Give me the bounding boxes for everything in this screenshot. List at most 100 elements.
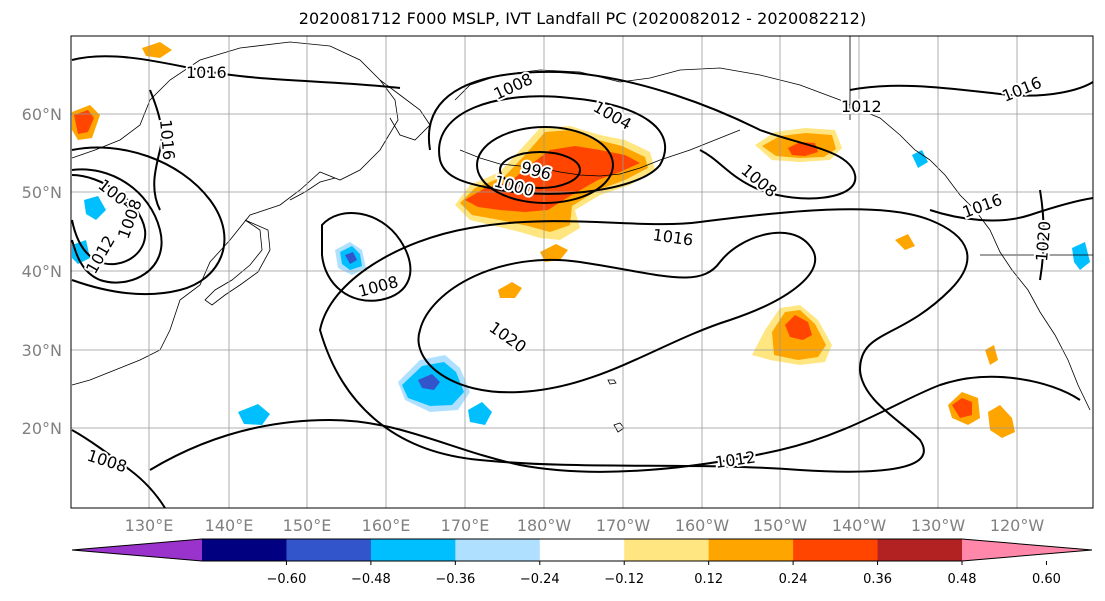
isobar-label-1016-mid: 1016 bbox=[651, 225, 694, 249]
lon-label-150w: 150°W bbox=[753, 516, 808, 535]
colorbar: −0.60 −0.48 −0.36 −0.24 −0.12 0.12 0.24 0.36 0.4… bbox=[71, 538, 1093, 587]
ivt-positive-aleutian-core bbox=[465, 146, 640, 212]
coast-kamchatka bbox=[379, 79, 431, 141]
colorbar-tick-label: 0.24 bbox=[779, 572, 808, 587]
isobar-label-1008-sw: 1008 bbox=[85, 446, 130, 477]
isobar-1008-sw bbox=[71, 429, 166, 509]
isobar-1016-w bbox=[149, 89, 163, 211]
coast-aleutians bbox=[459, 129, 741, 177]
ivt-negative-tropical-west-core bbox=[418, 374, 440, 390]
colorbar-tick-label: 0.36 bbox=[863, 572, 892, 587]
ivt-negative-asia-2 bbox=[72, 240, 90, 264]
colorbar-tick-label: −0.60 bbox=[267, 572, 307, 587]
colorbar-tick-label: −0.24 bbox=[520, 572, 560, 587]
isobar-label-1004-low: 1004 bbox=[590, 97, 635, 134]
ivt-positive-central-core bbox=[785, 315, 812, 340]
colorbar-tick-label: −0.12 bbox=[604, 572, 644, 587]
colorbar-segment bbox=[877, 539, 963, 561]
isobar-label-layer: 1016 1016 1008 1004 996 1000 1012 1016 1… bbox=[80, 61, 1057, 478]
isobar-1000 bbox=[476, 126, 614, 204]
colorbar-tick-label: 0.48 bbox=[948, 572, 977, 587]
isobar-1008-mid bbox=[321, 212, 412, 302]
coast-north-america bbox=[929, 159, 1091, 411]
colorbar-segment bbox=[286, 539, 372, 561]
ivt-positive-mid-180 bbox=[540, 244, 568, 262]
lon-label-180w: 180°W bbox=[517, 516, 572, 535]
ivt-negative-japan-sea-deep bbox=[345, 252, 357, 264]
colorbar-segment bbox=[793, 539, 879, 561]
ivt-negative-coast-us bbox=[1072, 242, 1090, 270]
colorbar-tick-label: −0.36 bbox=[435, 572, 475, 587]
lat-label-30: 30°N bbox=[22, 341, 62, 360]
colorbar-tick-label: −0.48 bbox=[351, 572, 391, 587]
lat-label-40: 40°N bbox=[22, 262, 62, 281]
isobar-1016-nw bbox=[71, 55, 401, 89]
lon-label-170w: 170°W bbox=[596, 516, 651, 535]
ivt-positive-subtropical bbox=[498, 282, 522, 298]
colorbar-segment bbox=[708, 539, 794, 561]
coast-hawaii-2 bbox=[613, 422, 625, 433]
ivt-positive-dateline bbox=[895, 234, 915, 250]
lon-label-140e: 140°E bbox=[205, 516, 254, 535]
longitude-labels: 130°E 140°E 150°E 160°E 170°E 180°W 170°… bbox=[125, 516, 1045, 535]
isobar-1020-coast bbox=[1039, 189, 1045, 281]
lon-label-140w: 140°W bbox=[832, 516, 887, 535]
isobar-label-1020-mid: 1020 bbox=[486, 318, 530, 357]
ivt-negative-asia-1 bbox=[84, 196, 106, 220]
lon-label-130e: 130°E bbox=[125, 516, 174, 535]
lon-label-130w: 130°W bbox=[911, 516, 966, 535]
colorbar-segment bbox=[624, 539, 710, 561]
isobars bbox=[71, 55, 1094, 509]
map-title: 2020081712 F000 MSLP, IVT Landfall PC (2… bbox=[298, 9, 867, 28]
lon-label-170e: 170°E bbox=[441, 516, 490, 535]
isobar-label-1020-coast: 1020 bbox=[1032, 220, 1054, 262]
ivt-positive-west-kamchatka-core bbox=[74, 110, 94, 134]
colorbar-segment bbox=[539, 539, 625, 561]
isobar-label-1012-gulf: 1012 bbox=[841, 97, 882, 116]
isobar-label-1016-w: 1016 bbox=[156, 119, 178, 161]
lon-label-160w: 160°W bbox=[675, 516, 730, 535]
coast-hawaii bbox=[607, 379, 617, 385]
isobar-label-1016-ne: 1016 bbox=[999, 73, 1044, 106]
isobar-1004 bbox=[438, 95, 667, 195]
coast-kurils bbox=[289, 177, 336, 201]
isobar-1008-asia bbox=[71, 168, 163, 284]
isobar-1020 bbox=[417, 231, 817, 394]
ivt-positive-okhotsk bbox=[142, 42, 172, 58]
isobar-1016-ne bbox=[849, 81, 1094, 97]
isobar-1012-asia bbox=[71, 146, 226, 296]
map-frame bbox=[70, 35, 1094, 509]
isobar-label-1016-nw: 1016 bbox=[186, 63, 227, 82]
colorbar-segment bbox=[370, 539, 456, 561]
isobar-label-1016-coast: 1016 bbox=[960, 190, 1005, 222]
ivt-positive-tropical-east-2 bbox=[988, 405, 1015, 438]
lat-label-20: 20°N bbox=[22, 419, 62, 438]
lon-label-150e: 150°E bbox=[283, 516, 332, 535]
lon-label-160e: 160°E bbox=[362, 516, 411, 535]
graticule bbox=[71, 36, 1093, 508]
coast-asia bbox=[71, 41, 399, 386]
colorbar-tick-label: 0.60 bbox=[1032, 572, 1061, 587]
isobar-1008-north bbox=[427, 70, 857, 200]
ivt-negative-tropical-3 bbox=[468, 402, 492, 425]
isobar-1012-south bbox=[149, 375, 1081, 473]
lon-label-120w: 120°W bbox=[990, 516, 1045, 535]
lat-label-50: 50°N bbox=[22, 183, 62, 202]
colorbar-segment bbox=[202, 539, 287, 561]
colorbar-extend-low bbox=[72, 539, 202, 561]
ivt-positive-tropical-east-core bbox=[952, 398, 972, 418]
isobar-1004-asia bbox=[71, 174, 147, 266]
isobar-1016-coast bbox=[929, 197, 1094, 222]
ivt-negative-coast-canada bbox=[912, 150, 928, 168]
colorbar-tick-label: 0.12 bbox=[694, 572, 723, 587]
isobar-996 bbox=[499, 151, 581, 189]
isobar-1016 bbox=[318, 208, 969, 473]
colorbar-segment bbox=[455, 539, 541, 561]
lat-label-60: 60°N bbox=[22, 105, 62, 124]
colorbar-extend-high bbox=[962, 539, 1092, 561]
ivt-positive-nw-coast bbox=[985, 345, 998, 365]
latitude-labels: 60°N 50°N 40°N 30°N 20°N bbox=[22, 105, 62, 438]
coast-japan bbox=[204, 219, 271, 306]
ivt-negative-tropical-2 bbox=[238, 404, 270, 425]
